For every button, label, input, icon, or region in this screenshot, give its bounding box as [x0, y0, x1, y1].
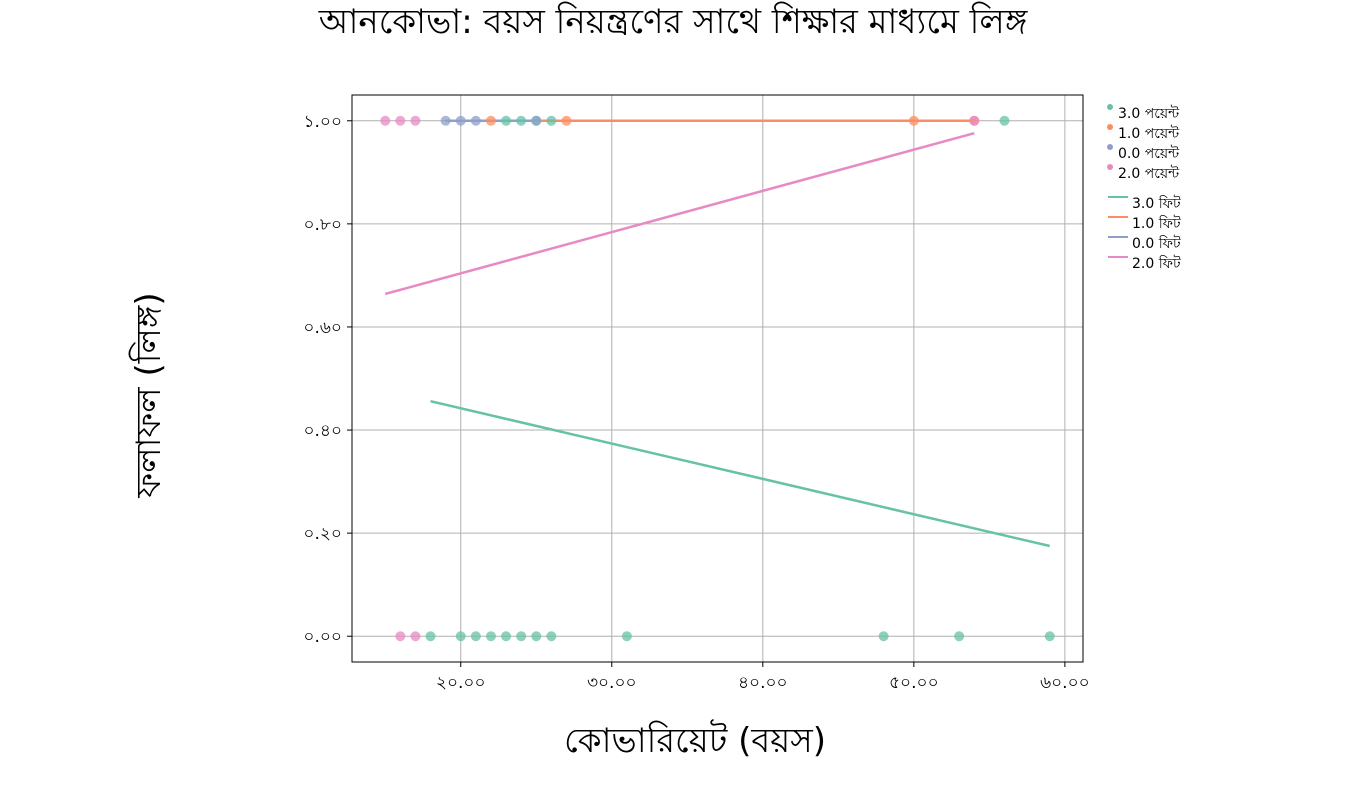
data-point — [395, 631, 406, 642]
data-point — [516, 631, 527, 642]
y-tick-label: ০.৪০ — [303, 421, 342, 441]
data-point — [531, 631, 542, 642]
y-tick-label: ০.৬০ — [303, 318, 342, 338]
legend-marker — [1107, 124, 1113, 130]
y-tick-label: ০.০০ — [303, 627, 342, 647]
legend-marker — [1107, 144, 1113, 150]
y-tick-label: ০.২০ — [303, 524, 342, 544]
data-point — [969, 115, 980, 126]
data-point — [425, 631, 436, 642]
x-tick-label: ৪০.০০ — [738, 673, 788, 693]
legend-label: 3.0 ফিট — [1132, 195, 1181, 212]
data-point — [501, 631, 512, 642]
data-point — [531, 115, 542, 126]
data-point — [485, 631, 496, 642]
plot-frame — [351, 94, 1084, 663]
data-point — [410, 115, 421, 126]
x-axis-title: কোভারিয়েট (বয়স) — [564, 719, 826, 761]
x-tick-label: ৫০.০০ — [889, 673, 939, 693]
chart-title: আনকোভা: বয়স নিয়ন্ত্রণের সাথে শিক্ষার ম… — [318, 2, 1028, 42]
data-point — [878, 631, 889, 642]
legend-label: 2.0 পয়েন্ট — [1118, 165, 1180, 182]
grid — [352, 95, 1083, 662]
x-tick-label: ২০.০০ — [436, 673, 486, 693]
x-tick-label: ৬০.০০ — [1040, 673, 1090, 693]
y-tick-label: ১.০০ — [303, 112, 342, 132]
data-point — [621, 631, 632, 642]
data-points — [380, 115, 1055, 642]
legend-marker — [1107, 104, 1113, 110]
x-tick-label: ৩০.০০ — [587, 673, 637, 693]
data-point — [410, 631, 421, 642]
fit-line — [384, 131, 975, 296]
legend: 3.0 পয়েন্ট 1.0 পয়েন্ট 0.0 পয়েন্ট 2.0 পয়… — [1107, 104, 1181, 272]
data-point — [455, 115, 466, 126]
data-point — [908, 115, 919, 126]
data-point — [1044, 631, 1055, 642]
data-point — [999, 115, 1010, 126]
fit-lines — [384, 119, 1051, 548]
legend-marker — [1107, 164, 1113, 170]
data-point — [485, 115, 496, 126]
data-point — [470, 115, 481, 126]
fit-line — [430, 399, 1051, 548]
data-point — [954, 631, 965, 642]
legend-label: 3.0 পয়েন্ট — [1118, 105, 1180, 122]
y-tick-label: ০.৮০ — [303, 215, 342, 235]
data-point — [561, 115, 572, 126]
legend-label: 2.0 ফিট — [1132, 255, 1181, 272]
data-point — [440, 115, 451, 126]
legend-label: 1.0 পয়েন্ট — [1118, 125, 1180, 142]
y-axis-ticks: ০.০০ ০.২০ ০.৪০ ০.৬০ ০.৮০ ১.০০ — [303, 112, 352, 647]
y-axis-title: ফলাফল (লিঙ্গ) — [129, 292, 169, 498]
data-point — [501, 115, 512, 126]
data-point — [470, 631, 481, 642]
data-point — [516, 115, 527, 126]
legend-label: 1.0 ফিট — [1132, 215, 1181, 232]
legend-label: 0.0 পয়েন্ট — [1118, 145, 1180, 162]
data-point — [395, 115, 406, 126]
data-point — [546, 631, 557, 642]
data-point — [380, 115, 391, 126]
x-axis-ticks: ২০.০০ ৩০.০০ ৪০.০০ ৫০.০০ ৬০.০০ — [436, 662, 1090, 693]
legend-label: 0.0 ফিট — [1132, 235, 1181, 252]
data-point — [546, 115, 557, 126]
data-point — [455, 631, 466, 642]
